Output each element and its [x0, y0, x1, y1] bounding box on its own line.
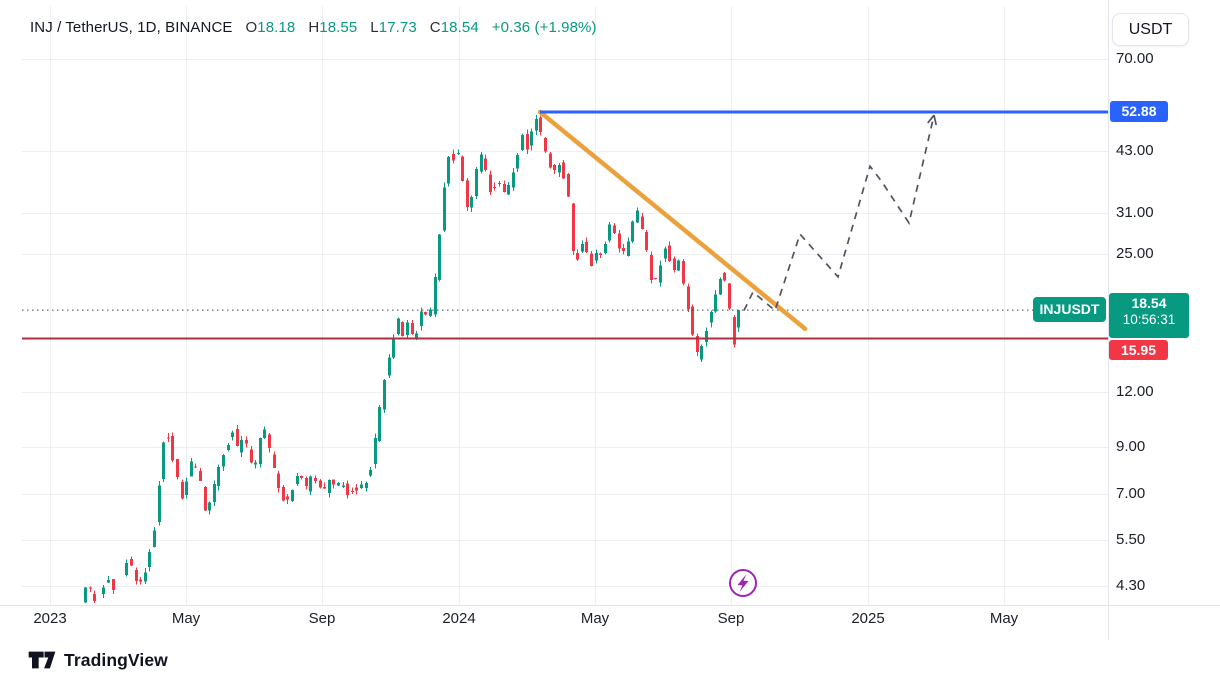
time-tick-label: May [171, 610, 201, 627]
level-price-badge[interactable]: 52.88 [1110, 101, 1168, 122]
alert-price-badge[interactable]: 15.95 [1109, 340, 1168, 360]
ohlc-open: O18.18 [245, 19, 296, 36]
price-tick-label: 9.00 [1116, 437, 1146, 455]
chart-legend[interactable]: INJ / TetherUS, 1D, BINANCE O18.18 H18.5… [30, 19, 597, 36]
time-tick-label: 2025 [851, 610, 885, 627]
time-tick-label: 2024 [442, 610, 476, 627]
tradingview-logo[interactable]: TradingView [27, 649, 168, 671]
candlesticks[interactable] [84, 114, 740, 603]
price-tick-label: 31.00 [1116, 203, 1154, 221]
current-price-value: 18.54 [1131, 295, 1167, 311]
price-change: +0.36 (+1.98%) [491, 19, 597, 36]
price-tick-label: 4.30 [1116, 577, 1146, 595]
projected-path-line[interactable] [743, 115, 935, 312]
grid-lines [22, 6, 1108, 605]
time-tick-label: Sep [717, 610, 745, 627]
price-tick-label: 5.50 [1116, 530, 1146, 548]
price-tick-label: 25.00 [1116, 244, 1154, 262]
ohlc-high: H18.55 [308, 19, 358, 36]
ohlc-low: L17.73 [370, 19, 417, 36]
price-tick-label: 70.00 [1116, 50, 1154, 67]
currency-unit-button[interactable]: USDT [1112, 13, 1189, 46]
price-tick-label: 43.00 [1116, 142, 1154, 160]
countdown-timer: 10:56:31 [1122, 312, 1176, 327]
projection-arrowhead [933, 114, 938, 126]
time-tick-label: May [989, 610, 1019, 627]
projection-arrowhead [927, 114, 935, 124]
current-price-badge: 18.54 10:56:31 [1109, 293, 1189, 338]
ohlc-close: C18.54 [429, 19, 479, 36]
time-tick-label: May [580, 610, 610, 627]
tradingview-logo-icon [28, 651, 56, 669]
symbol-title: INJ / TetherUS, 1D, BINANCE [30, 19, 233, 36]
symbol-price-label[interactable]: INJUSDT [1033, 297, 1106, 322]
time-tick-label: Sep [308, 610, 336, 627]
tradingview-logo-text: TradingView [64, 649, 168, 670]
time-tick-label: 2023 [33, 610, 67, 627]
event-marker-lightning-icon[interactable] [729, 569, 757, 597]
descending-trendline[interactable] [537, 109, 808, 331]
price-tick-label: 12.00 [1116, 383, 1154, 401]
price-tick-label: 7.00 [1116, 485, 1146, 503]
